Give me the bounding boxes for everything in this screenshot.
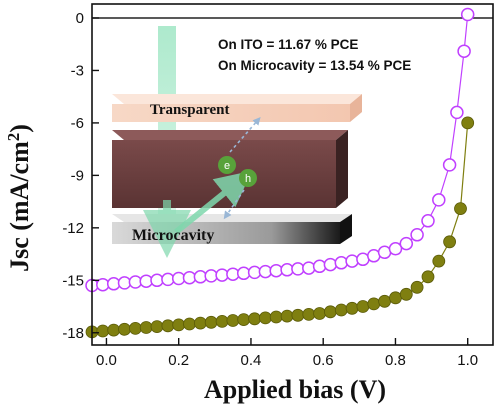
x-axis: 0.0 0.2 0.4 0.6 0.8 1.0: [96, 338, 478, 369]
data-point: [107, 323, 121, 337]
x-tick-label: 0.4: [241, 352, 262, 369]
data-point: [96, 324, 110, 338]
data-point: [313, 307, 327, 320]
data-point: [378, 294, 392, 308]
data-point: [443, 235, 457, 249]
y-tick-label: 0: [76, 10, 84, 27]
active-layer: [112, 140, 336, 208]
x-tick-label: 0.6: [313, 352, 334, 369]
data-point: [461, 116, 475, 130]
data-point: [389, 291, 402, 305]
electron-dot: [218, 156, 236, 174]
data-point: [215, 314, 229, 328]
x-tick-label: 1.0: [457, 352, 478, 369]
y-tick-label: -3: [71, 62, 84, 79]
data-point: [454, 202, 467, 216]
data-point: [172, 318, 186, 332]
data-point: [302, 261, 316, 275]
data-point: [388, 242, 403, 256]
hole-dot: [239, 169, 257, 187]
pce-annotation-ito: On ITO = 11.67 % PCE: [218, 37, 358, 52]
data-point: [345, 254, 359, 268]
data-point: [204, 315, 218, 329]
data-point: [323, 305, 337, 319]
data-point: [432, 193, 446, 207]
data-point: [150, 320, 164, 334]
series-ito-filled: [85, 116, 475, 339]
electron-path-arrow: [229, 116, 261, 153]
microcavity-layer-top: [112, 214, 352, 222]
data-point: [248, 312, 262, 326]
x-tick-label: 0.2: [168, 352, 189, 369]
pce-annotation-microcavity: On Microcavity = 13.54 % PCE: [218, 58, 411, 73]
data-point: [460, 7, 475, 22]
data-point: [150, 273, 164, 288]
data-point: [356, 300, 370, 313]
data-point: [442, 158, 457, 172]
data-point: [421, 270, 435, 284]
data-point: [280, 309, 294, 323]
data-point: [183, 317, 196, 331]
data-point: [367, 297, 381, 311]
transparent-layer-top: [112, 94, 362, 104]
data-point: [269, 310, 283, 324]
data-point: [118, 322, 131, 336]
data-point: [450, 105, 464, 120]
y-tick-label: -12: [62, 220, 84, 237]
data-point: [139, 321, 153, 334]
data-point: [334, 256, 349, 270]
data-point: [269, 263, 283, 278]
hole-label: h: [245, 173, 251, 185]
y-axis-title-close: ): [5, 124, 34, 133]
data-point: [193, 316, 207, 330]
data-point: [323, 257, 338, 272]
y-axis-title-main: Jsc (mA/cm: [5, 141, 34, 272]
data-point: [117, 276, 132, 290]
y-axis-title-sup: 2: [4, 133, 23, 142]
data-point: [345, 301, 359, 315]
data-point: [410, 228, 424, 242]
data-point: [302, 307, 316, 321]
x-axis-title: Applied bias (V): [204, 375, 386, 404]
data-point: [334, 303, 348, 317]
plot-frame: [91, 3, 494, 346]
hole-path-arrow: [223, 189, 245, 220]
data-point: [226, 314, 240, 327]
data-point: [236, 266, 251, 281]
y-tick-label: -9: [71, 167, 84, 184]
electron-label: e: [224, 160, 230, 172]
series-microcavity-open: [85, 7, 475, 293]
y-tick-label: -15: [62, 272, 84, 289]
active-layer-top: [112, 130, 348, 140]
data-point: [258, 311, 272, 325]
data-point: [421, 214, 435, 228]
data-point: [291, 308, 305, 322]
y-tick-label: -18: [62, 325, 84, 342]
transparent-layer-side: [350, 94, 362, 122]
transparent-layer-label: Transparent: [150, 102, 229, 118]
data-point: [432, 254, 446, 268]
transparent-layer: [112, 104, 350, 122]
x-tick-label: 0.8: [385, 352, 406, 369]
data-point: [312, 259, 327, 274]
active-layer-side: [336, 130, 348, 208]
data-point: [128, 321, 142, 335]
y-axis-title: Jsc (mA/cm2): [4, 124, 34, 272]
data-point: [457, 44, 471, 58]
x-tick-label: 0.0: [96, 352, 117, 369]
microcavity-layer-label: Microcavity: [132, 227, 214, 244]
microcavity-layer-side: [340, 214, 352, 244]
data-point: [399, 236, 414, 251]
data-point: [182, 270, 197, 285]
device-schematic-inset: e h Transparent Microcavity: [112, 26, 362, 258]
data-point: [161, 319, 175, 333]
y-tick-label: -6: [71, 115, 84, 132]
data-point: [237, 313, 251, 327]
y-axis: 0 -3 -6 -9 -12 -15 -18: [62, 10, 99, 342]
data-point: [410, 280, 424, 294]
data-point: [399, 287, 413, 301]
